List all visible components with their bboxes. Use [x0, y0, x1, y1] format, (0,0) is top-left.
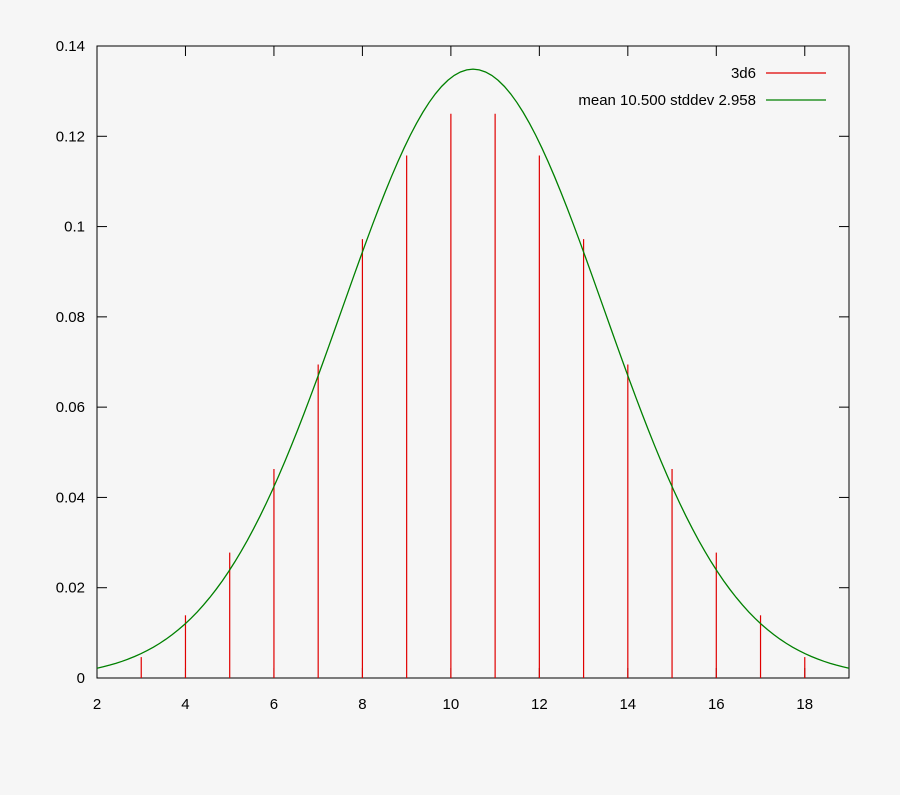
x-tick-label: 18	[796, 696, 813, 713]
y-tick-label: 0.02	[56, 580, 85, 597]
x-tick-label: 14	[619, 696, 636, 713]
legend-label: 3d6	[731, 65, 756, 82]
x-tick-label: 4	[181, 696, 189, 713]
x-tick-label: 12	[531, 696, 548, 713]
y-tick-label: 0.14	[56, 38, 85, 55]
y-tick-label: 0.1	[64, 219, 85, 236]
series-layer	[96, 68, 850, 678]
normal-curve-line	[96, 68, 850, 669]
plot-frame	[96, 45, 850, 679]
ticks-layer: 2 4 6 8 10 12 14 16 18 0 0.02 0.04 0.06 0.08 0.1 0.12 0.…	[56, 38, 849, 713]
legend-label: mean 10.500 stddev 2.958	[578, 92, 756, 109]
x-tick-label: 16	[708, 696, 725, 713]
y-tick-label: 0.08	[56, 309, 85, 326]
x-tick-label: 2	[93, 696, 101, 713]
y-tick-label: 0.04	[56, 489, 85, 506]
y-tick-label: 0.06	[56, 399, 85, 416]
y-tick-label: 0	[77, 670, 85, 687]
y-tick-label: 0.12	[56, 128, 85, 145]
x-tick-label: 10	[443, 696, 460, 713]
x-tick-label: 6	[270, 696, 278, 713]
x-tick-label: 8	[358, 696, 366, 713]
legend: 3d6 mean 10.500 stddev 2.958	[578, 65, 826, 109]
